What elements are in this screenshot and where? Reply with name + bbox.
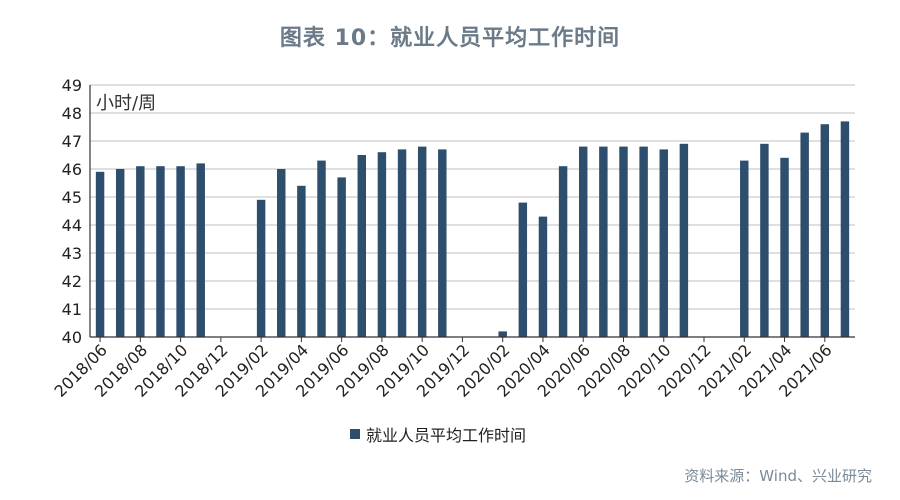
bar xyxy=(196,163,205,337)
bars xyxy=(95,121,850,338)
bar xyxy=(619,146,628,337)
bar xyxy=(397,149,407,337)
chart-title: 图表 10：就业人员平均工作时间 xyxy=(279,26,621,51)
y-tick-label: 49 xyxy=(62,76,82,95)
y-tick-label: 48 xyxy=(62,104,82,123)
bar xyxy=(297,185,306,337)
bar xyxy=(780,157,789,337)
bar xyxy=(518,202,528,337)
legend-label: 就业人员平均工作时间 xyxy=(366,426,526,445)
bar xyxy=(377,152,387,337)
bar xyxy=(417,146,427,337)
bar xyxy=(337,177,346,337)
bar xyxy=(156,166,165,337)
bar xyxy=(277,169,286,337)
bar xyxy=(115,169,125,337)
bar xyxy=(176,166,185,337)
bar xyxy=(800,132,809,337)
y-tick-label: 44 xyxy=(62,216,82,235)
bar xyxy=(599,146,608,337)
bar xyxy=(760,143,769,337)
y-tick-label: 42 xyxy=(62,272,82,291)
bar xyxy=(538,216,548,337)
legend: 就业人员平均工作时间 xyxy=(350,426,526,445)
source-note: 资料来源：Wind、兴业研究 xyxy=(684,467,872,485)
bar xyxy=(558,166,568,337)
y-tick-label: 41 xyxy=(62,300,82,319)
y-tick-label: 47 xyxy=(62,132,82,151)
bar xyxy=(820,124,830,337)
y-tick-label: 43 xyxy=(62,244,82,263)
bar xyxy=(438,149,447,337)
x-axis: 2018/062018/082018/102018/122019/022019/… xyxy=(50,336,855,401)
bar xyxy=(679,143,689,337)
grid-lines xyxy=(90,84,855,338)
bar xyxy=(840,121,850,338)
bar xyxy=(578,146,588,337)
bar xyxy=(659,149,668,337)
bar xyxy=(95,171,105,337)
y-tick-label: 45 xyxy=(62,188,82,207)
bar xyxy=(639,146,648,337)
bar xyxy=(357,155,367,337)
y-axis: 40 41 42 43 44 45 46 47 48 49 xyxy=(62,76,91,347)
legend-swatch xyxy=(350,429,360,439)
bar xyxy=(317,160,326,337)
bar xyxy=(498,331,507,337)
bar xyxy=(740,160,749,337)
y-tick-label: 40 xyxy=(62,328,82,347)
unit-label: 小时/周 xyxy=(96,93,156,114)
bar xyxy=(256,199,266,337)
bar xyxy=(136,166,145,337)
y-tick-label: 46 xyxy=(62,160,82,179)
